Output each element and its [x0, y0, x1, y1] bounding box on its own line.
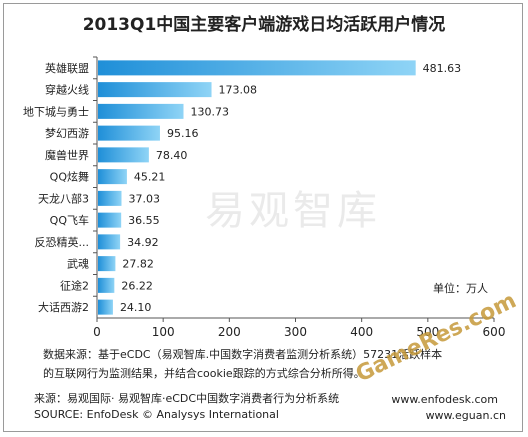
value-label: 173.08 — [219, 84, 258, 97]
bar-7 — [98, 190, 122, 206]
category-label: QQ飞车 — [50, 213, 89, 227]
x-tick-label: 0 — [93, 325, 101, 339]
source-en: SOURCE: EnfoDesk © Analysys Internationa… — [34, 408, 279, 421]
bar-5 — [98, 147, 149, 163]
bar-4 — [98, 125, 160, 141]
category-label: 魔兽世界 — [45, 148, 89, 162]
x-tick-label: 300 — [284, 325, 307, 339]
chart-title: 2013Q1中国主要客户端游戏日均活跃用户情况 — [82, 15, 446, 35]
x-tick-label: 400 — [350, 325, 373, 339]
category-label: 反恐精英... — [35, 235, 90, 249]
bar-9 — [98, 234, 121, 250]
eguan-url: www.eguan.cn — [425, 409, 506, 422]
bar-3 — [98, 103, 184, 119]
category-label: 地下城与勇士 — [23, 105, 89, 118]
category-label: 天龙八部3 — [38, 191, 89, 205]
x-tick-label: 500 — [416, 325, 439, 339]
value-label: 481.63 — [423, 62, 462, 75]
bar-1 — [98, 60, 416, 76]
bar-12 — [98, 299, 113, 315]
value-label: 27.82 — [122, 258, 153, 271]
value-label: 36.55 — [128, 214, 160, 227]
unit-label: 单位：万人 — [433, 281, 488, 295]
enfodesk-url: www.enfodesk.com — [391, 393, 498, 406]
category-label: 大话西游2 — [38, 300, 89, 314]
source-cn: 来源：易观国际· 易观智库·eCDC中国数字消费者行为分析系统 — [34, 392, 340, 405]
x-tick-label: 200 — [218, 325, 241, 339]
category-label: 穿越火线 — [45, 83, 89, 97]
bar-11 — [98, 277, 115, 293]
data-source-note-line-2: 的互联网行为监测结果，并结合cookie跟踪的方式综合分析所得。 — [43, 367, 365, 380]
x-tick-label: 600 — [483, 325, 506, 339]
value-label: 26.22 — [121, 279, 153, 292]
value-label: 37.03 — [129, 192, 161, 205]
category-label: 英雄联盟 — [45, 61, 89, 75]
eguan-watermark: 易观智库 — [205, 188, 381, 234]
bar-8 — [98, 212, 122, 228]
bar-2 — [98, 82, 212, 98]
value-label: 130.73 — [190, 105, 229, 118]
bar-10 — [98, 256, 116, 272]
category-label: 武魂 — [67, 258, 89, 271]
value-label: 45.21 — [134, 171, 166, 184]
category-label: 征途2 — [60, 278, 89, 292]
bar-6 — [98, 169, 127, 185]
value-label: 24.10 — [120, 301, 152, 314]
category-label: QQ炫舞 — [50, 170, 89, 184]
x-tick-label: 100 — [152, 325, 175, 339]
data-source-note-line-1: 数据来源：基于eCDC（易观智库.中国数字消费者监测分析系统）57231活跃样本 — [43, 348, 443, 361]
value-label: 78.40 — [156, 149, 188, 162]
value-label: 34.92 — [127, 236, 159, 249]
value-label: 95.16 — [167, 127, 199, 140]
category-label: 梦幻西游 — [45, 127, 89, 140]
